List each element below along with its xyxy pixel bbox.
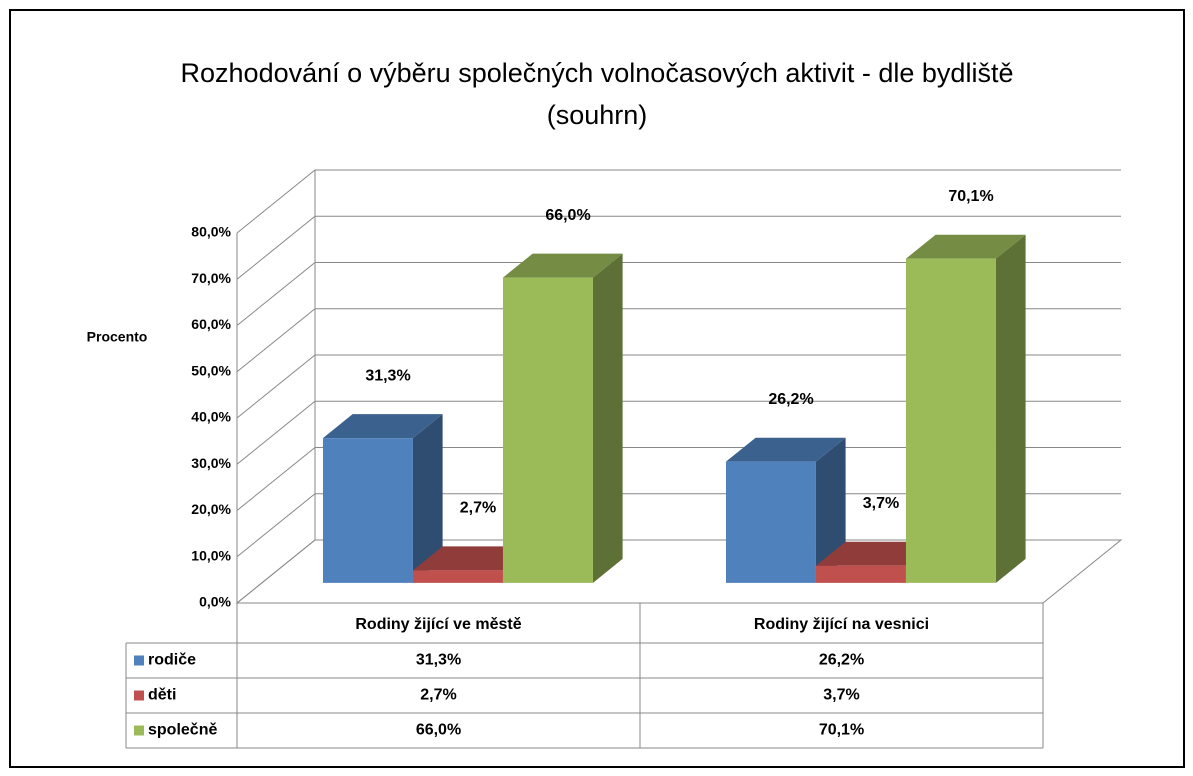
legend-label: rodiče xyxy=(148,652,196,669)
bar-top xyxy=(322,414,443,439)
y-tick-label: 10,0% xyxy=(191,547,231,563)
legend-key xyxy=(134,725,144,736)
data-label: 70,1% xyxy=(948,188,993,205)
y-tick-label: 40,0% xyxy=(191,409,231,425)
bar-side xyxy=(592,253,623,583)
data-label: 3,7% xyxy=(863,495,899,512)
bar xyxy=(905,258,996,583)
data-label: 2,7% xyxy=(460,500,496,517)
table-cell: 31,3% xyxy=(416,652,461,669)
legend-key xyxy=(134,655,144,666)
table-cell: 3,7% xyxy=(823,687,859,704)
bar-top xyxy=(412,546,533,571)
y-tick-label: 30,0% xyxy=(191,455,231,471)
table-cell: 70,1% xyxy=(819,722,864,739)
bar-top xyxy=(502,253,623,278)
chart-title: Rozhodování o výběru společných volnočas… xyxy=(181,58,1014,88)
legend-key xyxy=(134,690,144,701)
data-label: 31,3% xyxy=(365,367,410,384)
x-tick-label: Rodiny žijící ve městě xyxy=(355,616,521,633)
bar xyxy=(412,570,503,583)
legend-label: společně xyxy=(148,722,217,739)
x-tick-label: Rodiny žijící na vesnici xyxy=(754,616,929,633)
table-cell: 2,7% xyxy=(420,687,456,704)
bar xyxy=(725,461,816,583)
data-label: 26,2% xyxy=(768,391,813,408)
table-cell: 66,0% xyxy=(416,722,461,739)
bar-top xyxy=(815,541,936,566)
y-tick-label: 60,0% xyxy=(191,316,231,332)
bar-side xyxy=(815,437,846,583)
y-tick-label: 0,0% xyxy=(199,594,231,610)
y-tick-label: 50,0% xyxy=(191,362,231,378)
bar-top xyxy=(905,234,1026,259)
y-tick-label: 80,0% xyxy=(191,224,231,240)
y-axis-label: Procento xyxy=(87,329,148,345)
bar-top xyxy=(725,437,846,462)
bar-side xyxy=(412,414,443,583)
bar-side xyxy=(995,234,1026,583)
table-cell: 26,2% xyxy=(819,652,864,669)
y-tick-label: 20,0% xyxy=(191,501,231,517)
legend-label: děti xyxy=(148,687,176,704)
data-label: 66,0% xyxy=(545,207,590,224)
bar xyxy=(815,565,906,583)
bar xyxy=(502,277,593,583)
bar xyxy=(322,438,413,583)
chart-title: (souhrn) xyxy=(547,100,648,130)
y-tick-label: 70,0% xyxy=(191,270,231,286)
